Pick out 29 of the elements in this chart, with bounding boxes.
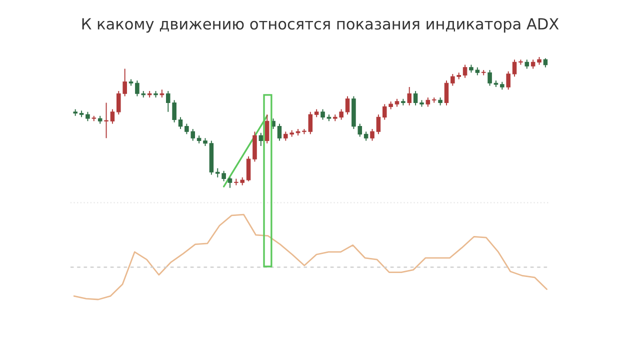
candlestick — [413, 90, 418, 106]
candlestick — [407, 86, 412, 106]
candlestick — [462, 64, 468, 78]
candlestick — [364, 131, 368, 142]
candlestick — [86, 111, 90, 122]
candlestick — [432, 97, 436, 104]
candlestick — [345, 96, 350, 116]
candlestick — [228, 176, 232, 188]
candlestick — [320, 108, 325, 120]
candlestick — [110, 108, 115, 124]
candlestick — [252, 131, 257, 162]
candlestick — [370, 128, 374, 142]
candlestick — [264, 114, 270, 144]
candlestick — [481, 70, 486, 76]
candlestick — [512, 59, 517, 78]
candlestick — [258, 132, 264, 146]
candlestick — [178, 116, 183, 130]
candlestick — [543, 58, 548, 68]
candlestick — [444, 80, 449, 106]
candlestick — [426, 97, 430, 108]
candlestick — [518, 59, 523, 66]
candlestick — [506, 70, 510, 90]
candlestick — [277, 123, 282, 142]
candlestick — [488, 70, 492, 86]
candlestick — [104, 102, 108, 139]
chart-title: К какому движению относятся показания индикатора ADX — [82, 18, 559, 33]
candlestick — [376, 114, 381, 135]
candlestick — [246, 156, 251, 182]
candlestick — [524, 59, 530, 70]
